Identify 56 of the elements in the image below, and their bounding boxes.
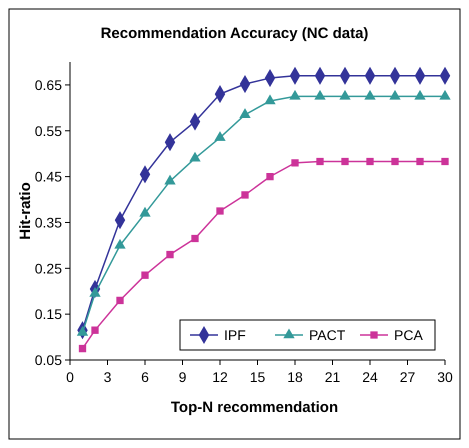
legend-label: PCA [394, 327, 424, 343]
point [90, 287, 100, 297]
x-tick-label: 6 [141, 369, 150, 385]
point [141, 272, 149, 279]
point [290, 90, 300, 100]
point [391, 158, 399, 166]
x-axis-title: Top-N recommendation [170, 399, 338, 416]
x-tick-label: 30 [437, 369, 453, 385]
x-tick-label: 9 [178, 369, 187, 385]
y-tick-label: 0.15 [34, 306, 62, 322]
point [191, 234, 199, 242]
chart-title: Recommendation Accuracy (NC data) [100, 25, 368, 42]
point [214, 132, 226, 141]
point [266, 172, 274, 180]
point [316, 158, 324, 166]
point [216, 207, 224, 215]
x-tick-label: 12 [212, 369, 228, 385]
x-tick-label: 0 [66, 369, 74, 385]
legend-label: PACT [309, 327, 346, 343]
x-tick-label: 27 [400, 369, 416, 385]
y-tick-label: 0.45 [34, 168, 62, 185]
point [241, 191, 249, 199]
y-tick-label: 0.35 [34, 214, 62, 230]
point [264, 94, 276, 104]
point [291, 159, 299, 167]
point [364, 90, 376, 100]
x-tick-label: 18 [287, 369, 303, 385]
point [116, 296, 124, 304]
point [114, 239, 126, 249]
point [77, 326, 88, 336]
x-tick-label: 24 [362, 369, 378, 385]
y-tick-label: 0.05 [34, 352, 62, 368]
point [240, 108, 250, 118]
point [314, 90, 326, 100]
x-tick-label: 15 [250, 369, 266, 385]
point [416, 158, 424, 166]
point [440, 90, 450, 100]
point [414, 90, 426, 100]
point [340, 90, 350, 100]
point [78, 344, 86, 352]
x-tick-label: 21 [324, 369, 340, 385]
y-tick-label: 0.55 [34, 122, 62, 139]
point [390, 90, 400, 100]
point [91, 326, 99, 334]
x-tick-label: 3 [104, 369, 112, 385]
point [140, 207, 150, 217]
y-tick-label: 0.65 [34, 76, 62, 93]
point [441, 158, 449, 166]
point [341, 158, 349, 166]
y-axis-title: Hit-ratio [17, 182, 34, 240]
point [166, 250, 174, 258]
point [366, 158, 374, 166]
point [190, 152, 200, 162]
legend-label: IPF [224, 327, 246, 343]
y-tick-label: 0.25 [34, 260, 62, 276]
point [164, 175, 176, 184]
